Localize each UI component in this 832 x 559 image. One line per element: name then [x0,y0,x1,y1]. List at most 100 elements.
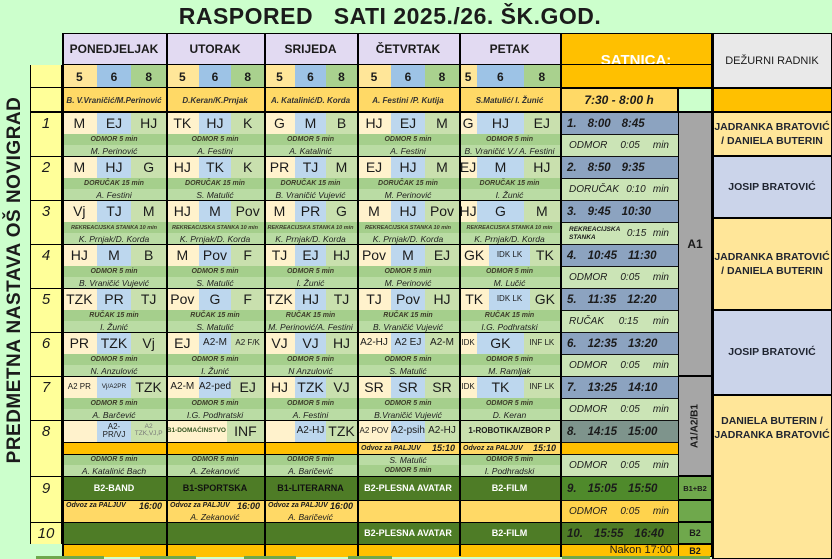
satnica-break-row: DORUČAK 0:10 min [560,178,678,200]
class-header-cell: 6 [295,65,326,88]
teacher-row: A. Festini [62,189,166,200]
subject-cell: HJ [131,112,166,134]
lesson-number: 4 [41,246,51,264]
subject-cell: HJ [166,156,199,178]
subject-cell: TZK [62,288,97,310]
odvoz-name: A. Zekanović [190,511,240,522]
grid-line [30,156,560,157]
bottom-orange-strip [62,544,712,557]
break-row: ODMOR 5 min [264,398,357,409]
subject-cell: SR [357,376,391,398]
subject-cell: A2 TZK,VJ,P [131,420,166,442]
activity-cell: B2-PLESNA AVATAR [357,522,459,544]
grid-line [30,111,712,113]
grid-line [357,33,359,556]
row8-line: A. Katalinić Bach [62,465,166,476]
satnica-lesson-no: 1. [567,117,577,130]
satnica-break-label: ODMOR [569,360,608,371]
satnica-break-row: REKREACIJSKA STANKA 0:15 min [560,222,678,244]
class-header-cell: 8 [131,65,166,88]
teacher-row: N. Anzulović [62,365,166,376]
satnica-from: 11:35 [587,293,617,306]
subject-cell: HJ [264,376,295,398]
day-header: PONEDJELJAK [62,33,166,65]
row8-line: A. Baričević [264,465,357,476]
day-teachers: A. Festini /P. Kutija [357,88,459,112]
odvoz-label: Odvoz za PALJUV [170,502,230,509]
subject-cell: IDK [459,332,478,354]
satnica-break-label: RUČAK [569,316,605,327]
row9-sub [357,500,459,522]
satnica-break-label: ODMOR [569,404,608,415]
satnica-break-row: ODMOR 0:05 min [560,398,678,420]
subject-cell: HJ [295,288,326,310]
break-row: ODMOR 5 min [166,266,264,277]
activity-cell: B1-SPORTSKA [166,476,264,500]
pre-period-side-cell [678,88,712,112]
teacher-row: A. Festini [357,145,459,156]
satnica-break-label: ODMOR [569,140,608,151]
activity-cell: B1-LITERARNA [264,476,357,500]
teacher-row: K. Prnjak/D. Korda [357,233,459,244]
odvoz-strip [264,442,357,454]
subject-cell: HJ [62,244,97,266]
bottom-partial-row-segment [562,556,710,559]
after-hours-label: Nakon 17:00 [609,544,672,556]
grid-line [62,454,560,455]
subject-cell: A2 EJ [391,332,425,354]
subject-cell: PR [62,332,97,354]
break-row: ODMOR 5 min [62,266,166,277]
subject-cell: Pov [198,244,232,266]
class-header-cell: 8 [326,65,357,88]
day-header: UTORAK [166,33,264,65]
odvoz-strip [166,442,264,454]
satnica-lesson-no: 3. [567,205,577,218]
satnica-break-duration: 0:05 [620,506,640,517]
subject-cell: A2-M [425,332,459,354]
lesson-number: 5 [41,290,51,308]
subject-cell: TZK [264,288,295,310]
dezurni-block: JADRANKA BRATOVIĆ / DANIELA BUTERIN [712,112,832,156]
satnica-lesson-row: 3. 9:45 10:30 [560,200,678,222]
subject-cell: M [523,200,560,222]
subject-cell: EJ [523,112,560,134]
satnica-break-label: ODMOR [569,506,608,517]
satnica-break-row: ODMOR 0:05 min [560,134,678,156]
satnica-from: 8:50 [587,161,611,174]
break-row: RUČAK 15 min [62,310,166,321]
subject-cell: M [62,112,97,134]
teacher-row: M. Lučić [459,277,560,288]
subject-cell: GK [529,288,560,310]
subject-cell: HJ [523,156,560,178]
subject-cell: VJ [326,376,357,398]
class-header-cell: 5 [459,65,478,88]
row8-line: ODMOR 5 min [62,454,166,465]
grid-line [30,420,560,421]
row9-sub: Odvoz za PALJUV 16:00 [62,500,166,522]
teacher-row: B. Vraničić Vujević [264,189,357,200]
subject-cell: HJ [459,200,478,222]
subject-cell: Pov [166,288,199,310]
grid-line [30,65,31,544]
satnica-lesson-row: 9. 15:05 15:50 [560,476,678,500]
satnica-break-duration: 0:15 [618,316,639,327]
satnica-to: 10:30 [621,205,652,218]
subject-cell: PR [264,156,295,178]
teacher-row: B.Vraničić Vujević [357,409,459,420]
subject-cell: G [131,156,166,178]
row8-line: ODMOR 5 min [357,465,459,476]
grid-line [712,33,714,559]
subject-cell: Pov [231,200,264,222]
subject-cell: M [62,156,97,178]
grid-line [30,376,560,377]
teacher-row: K. Prnjak/D. Korda [264,233,357,244]
row8-line: ODMOR 5 min [459,454,560,465]
subject-cell: EJ [231,376,264,398]
odvoz-strip: Odvoz za PALJUV 15:10 [357,442,459,454]
subject-cell: TJ [357,288,391,310]
break-row: ODMOR 5 min [459,354,560,365]
subject-cell: A2 PR [62,376,97,398]
class-header-cell: 8 [425,65,459,88]
break-row: RUČAK 15 min [459,310,560,321]
subject-cell: A2 F/K [231,332,264,354]
